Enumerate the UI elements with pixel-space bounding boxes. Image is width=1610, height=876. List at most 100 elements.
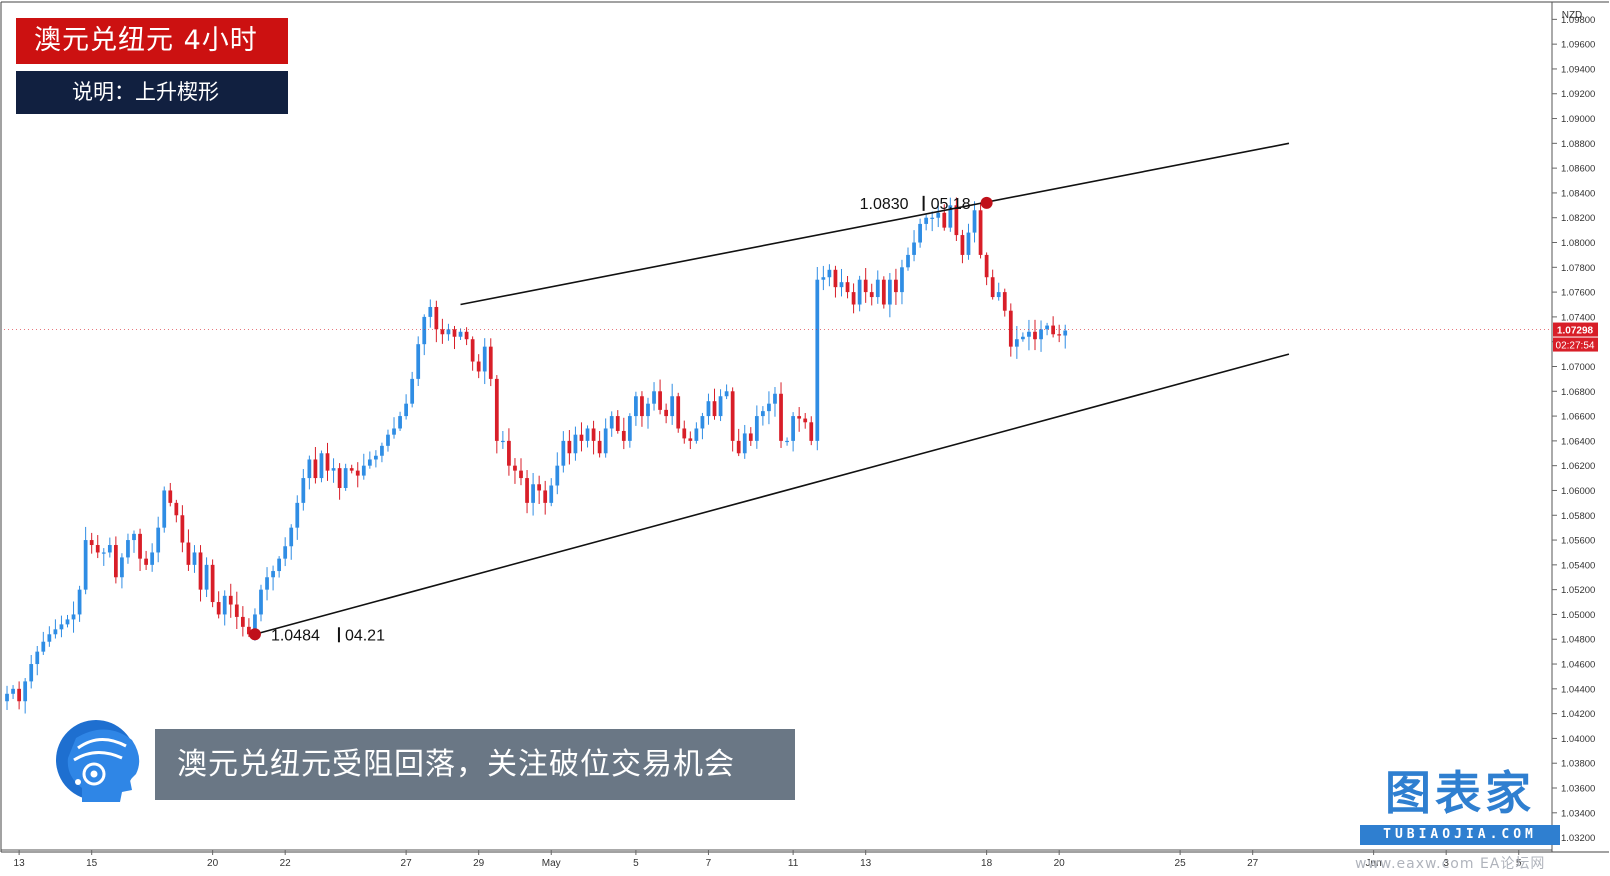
candle [156,516,161,563]
candle-body [827,269,832,278]
y-tick-label: 1.04600 [1561,660,1595,671]
candle [277,556,282,578]
chart-title: 澳元兑纽元 4小时 [16,18,288,64]
candle-body [337,468,342,488]
candle-body [537,484,542,491]
candle [640,391,644,427]
x-tick-label: 7 [706,858,712,869]
candle-body [295,502,300,528]
candle [53,619,58,639]
candle [17,681,21,710]
candle-body [815,279,820,441]
price-axis[interactable]: NZD 1.03200 1.03400 1.03600 1.03800 1.04000 1.… [4,10,1598,844]
candle-body [700,416,705,429]
candle-body [95,545,100,553]
candle [912,230,916,262]
candle-body [664,409,669,417]
candle [918,218,922,248]
candle-body [543,490,548,503]
candle [289,524,294,560]
candle-body [83,540,88,590]
candle-body [621,430,626,441]
x-tick-label: 27 [401,858,413,869]
candle-body [210,564,215,603]
candle [682,420,687,444]
candle-body [11,688,15,694]
candle [210,559,215,608]
candle [488,338,493,387]
candle [380,442,384,463]
candle [549,478,554,507]
candle [942,204,947,231]
candle-body [361,465,366,476]
chart-subtitle: 说明：上升楔形 [16,71,288,114]
time-axis[interactable]: 13 15 20 22 27 29 May 5 7 11 13 18 20 25 27 Jun 3 5 [14,850,1522,869]
caption-banner: 澳元兑纽元受阻回落，关注破位交易机会 [155,729,795,800]
candle-body [35,651,40,665]
candle-body [742,433,747,454]
y-tick-label: 1.05200 [1561,585,1595,596]
candle-body [1045,325,1049,330]
candle [374,450,378,468]
candle [120,553,124,589]
x-tick-label: 11 [788,858,799,869]
brand-logo: 图表家 TUBIAOJIA.COM [1360,765,1560,847]
candle [331,458,336,483]
candle-body [380,445,384,456]
candle [603,418,608,458]
y-tick-label: 1.03800 [1561,759,1595,770]
candle [767,391,771,425]
candle-body [912,242,916,255]
candle [797,407,802,432]
candle-body [585,428,590,441]
candle-body [978,210,983,255]
candle [216,591,221,619]
y-tick-label: 1.03600 [1561,784,1595,795]
candle [476,354,481,379]
candle [694,422,699,444]
x-tick-label: 20 [207,858,219,869]
candle [71,601,76,633]
candle-body [464,331,469,340]
candle [168,482,173,507]
candle-body [839,282,844,288]
candle [1039,320,1043,352]
candle-body [561,440,566,466]
candle [186,529,191,571]
y-tick-label: 1.05600 [1561,536,1595,547]
candle-body [1027,331,1031,337]
candle [464,327,469,346]
candle [507,428,511,476]
candle [313,446,318,484]
candle [144,550,148,570]
candle-body [591,428,596,441]
candle-body [960,235,965,255]
candle [1051,316,1056,338]
currency-label: NZD [1562,10,1583,21]
candle [754,405,759,449]
candle-body [634,396,638,417]
candle-body [615,416,620,431]
candle-body [906,254,910,268]
candle-body [809,422,814,441]
candle-body [1014,339,1019,347]
candle-body [676,396,681,429]
candle [1021,332,1025,342]
candle [634,391,638,426]
candle-body [531,484,535,503]
candle [1008,303,1013,357]
candle [500,431,505,449]
candle-body [174,502,179,516]
candle [1063,324,1068,349]
y-tick-label: 1.06200 [1561,461,1595,472]
trendline-lower [254,353,1290,636]
candle [966,223,971,260]
candle [138,528,142,571]
candle-body [29,664,34,682]
candle-body [1063,330,1068,336]
candle-body [156,527,161,553]
candle [646,397,650,429]
candle [972,201,977,243]
candle [494,375,499,454]
